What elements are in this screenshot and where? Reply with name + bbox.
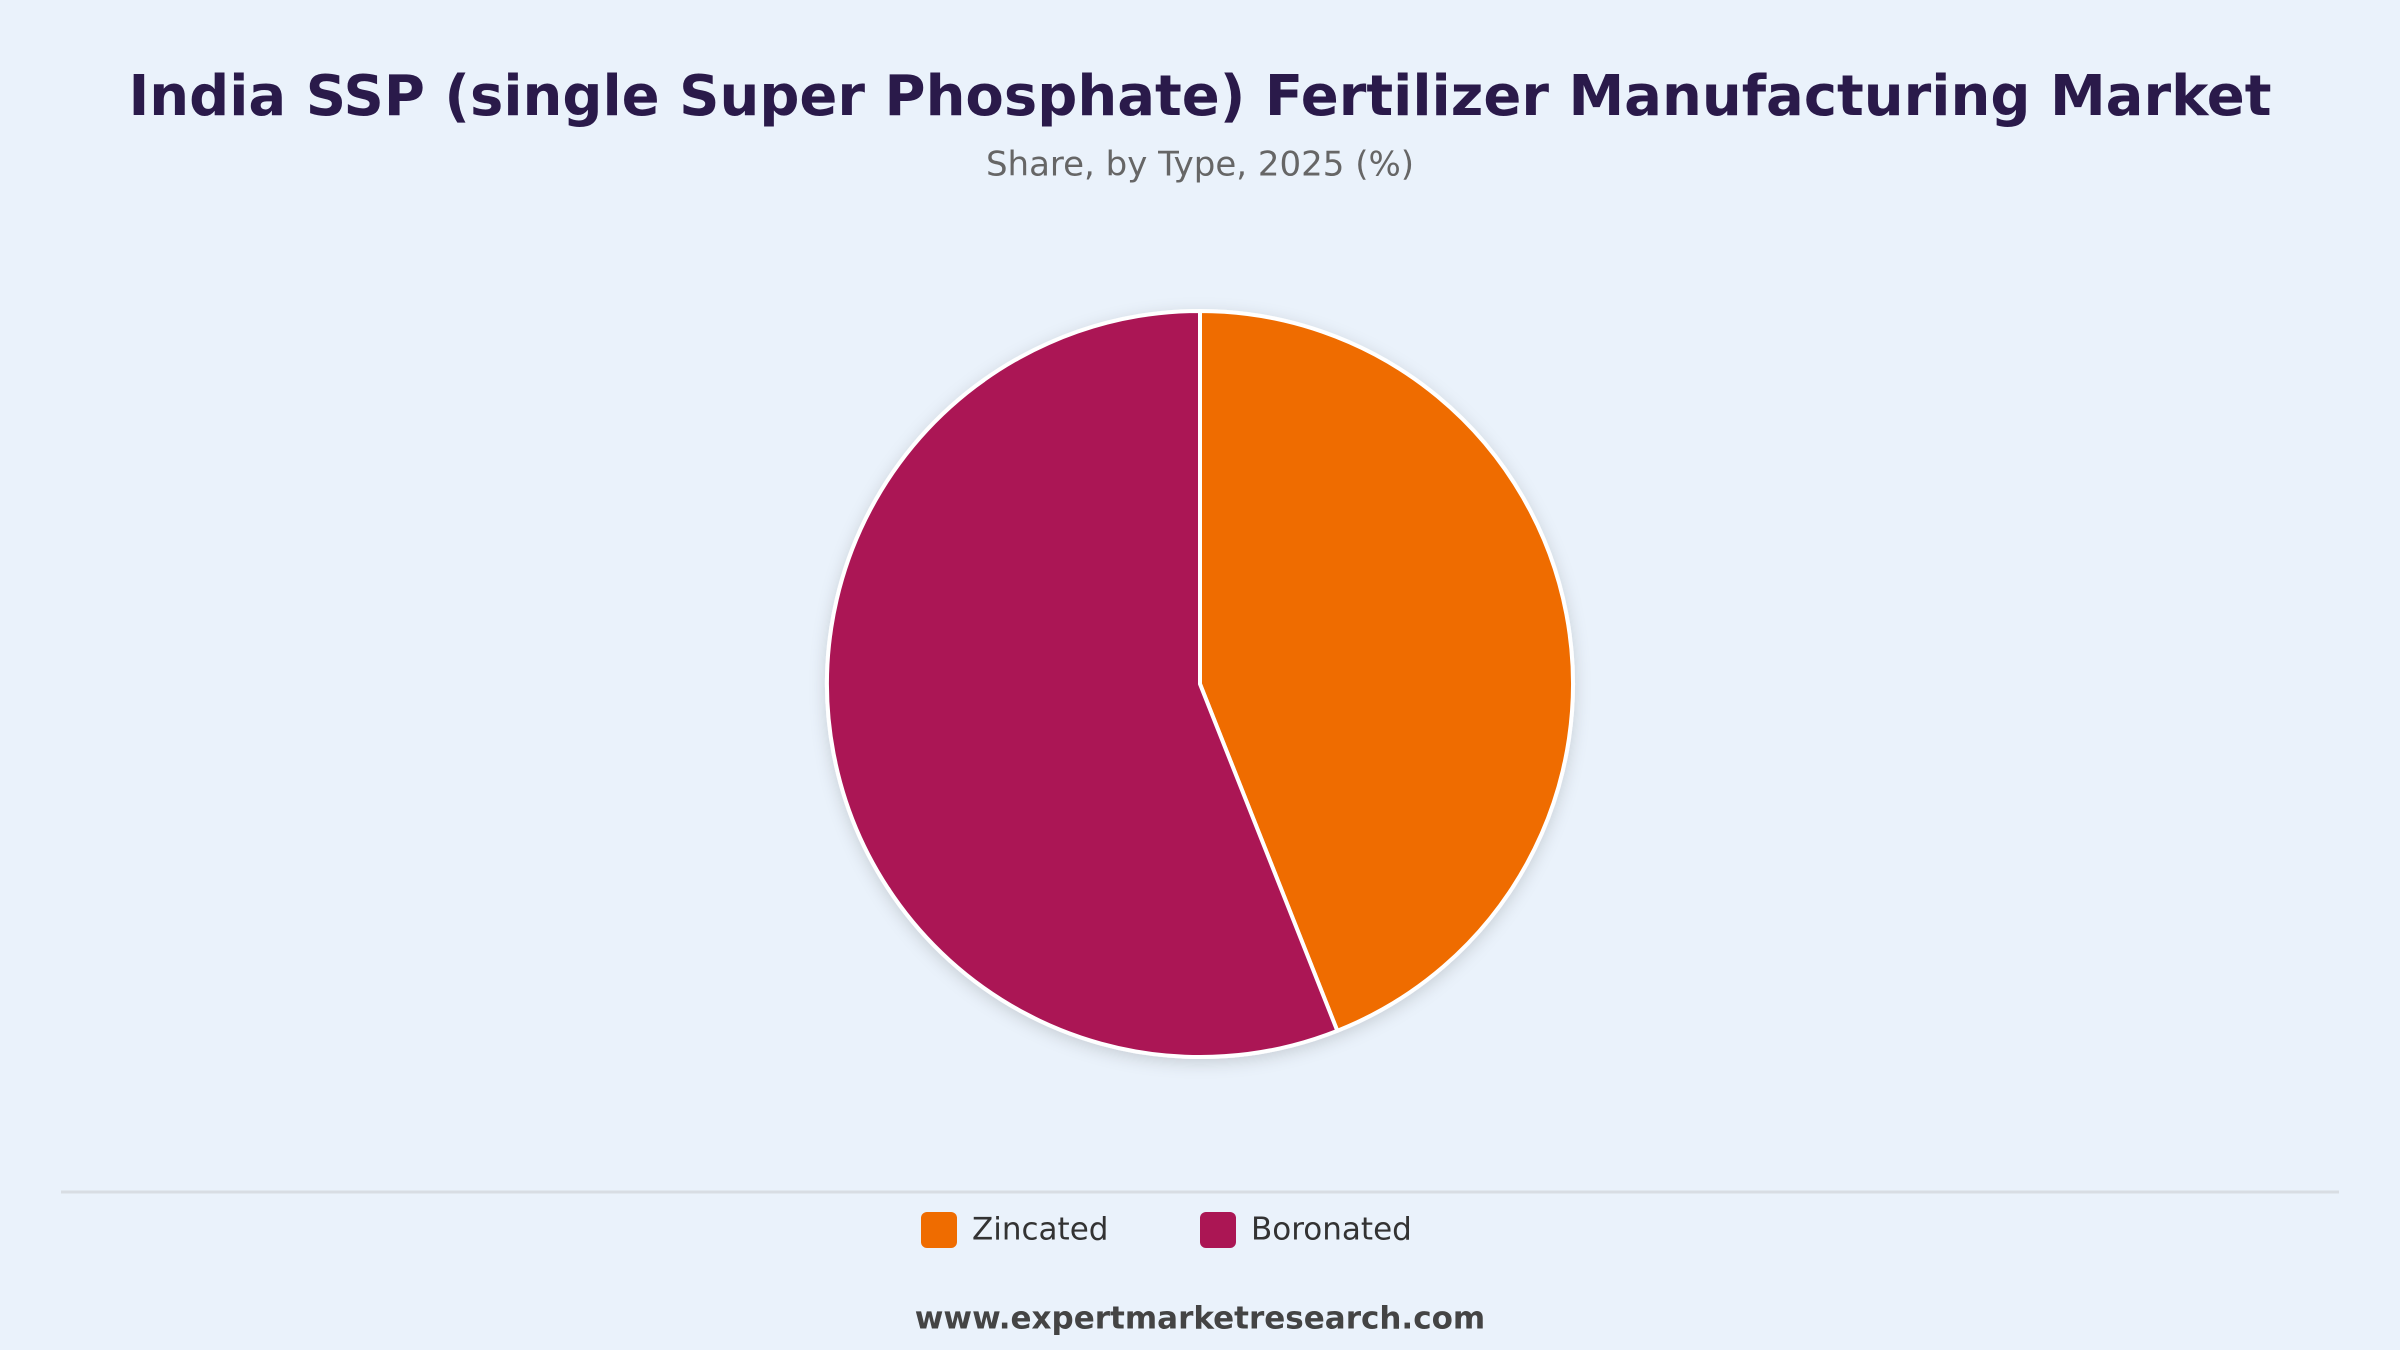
chart-subtitle: Share, by Type, 2025 (%) — [986, 145, 1414, 185]
legend-swatch — [1200, 1212, 1236, 1248]
legend-swatch — [921, 1212, 957, 1248]
legend-label: Zincated — [972, 1212, 1108, 1248]
chart-title: India SSP (single Super Phosphate) Ferti… — [128, 64, 2271, 129]
pie-slice — [825, 309, 1340, 1059]
legend-label: Boronated — [1251, 1212, 1412, 1248]
source: www.expertmarketresearch.com — [915, 1301, 1485, 1337]
pie — [825, 309, 1576, 1059]
legend: Zincated Boronated — [921, 1212, 1412, 1248]
pie-slice — [1198, 309, 1576, 1033]
